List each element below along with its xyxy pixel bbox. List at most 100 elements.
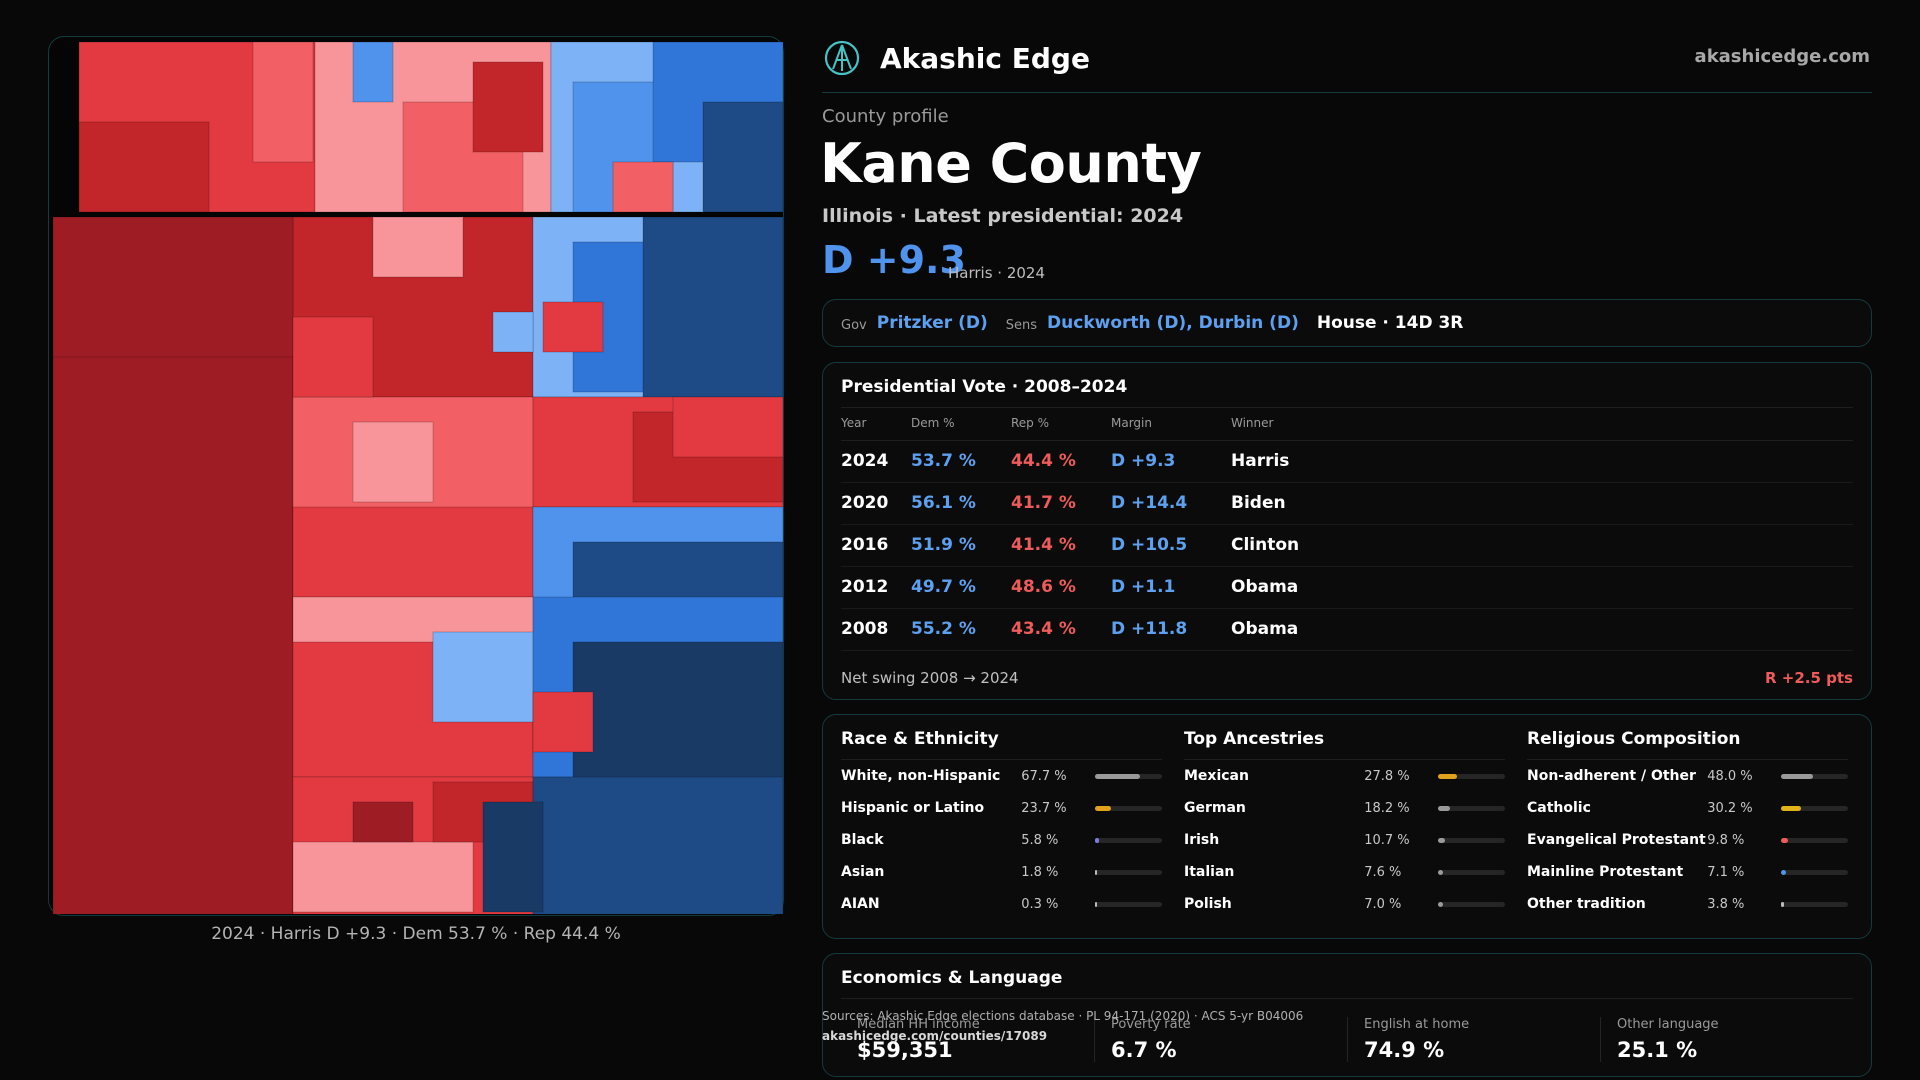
precinct-cell[interactable] xyxy=(292,316,374,398)
demographic-bar-fill xyxy=(1438,901,1443,907)
precinct-cell[interactable] xyxy=(702,101,783,213)
demographic-percent: 5.8 % xyxy=(1021,832,1059,848)
cell-margin: D +11.8 xyxy=(1111,608,1231,651)
col-margin: Margin xyxy=(1111,407,1231,441)
cell-rep: 41.7 % xyxy=(1011,482,1111,525)
cell-year: 2008 xyxy=(841,608,911,651)
demographic-row: Asian 1.8 % xyxy=(841,856,1162,888)
precinct-cell[interactable] xyxy=(572,641,783,793)
econ-label: Median HH income xyxy=(857,1017,980,1032)
precinct-cell[interactable] xyxy=(542,301,604,353)
demographic-bar-fill xyxy=(1781,837,1788,843)
demographic-row: Mexican 27.8 % xyxy=(1184,760,1505,792)
cell-margin: D +1.1 xyxy=(1111,566,1231,609)
econ-value: 25.1 % xyxy=(1616,1038,1698,1062)
precinct-cell[interactable] xyxy=(292,506,534,608)
precinct-cell[interactable] xyxy=(532,776,783,914)
demographic-row: Black 5.8 % xyxy=(841,824,1162,856)
demographic-label: Non-adherent / Other xyxy=(1527,768,1696,784)
cell-winner: Obama xyxy=(1231,566,1853,609)
cell-rep: 48.6 % xyxy=(1011,566,1111,609)
demographic-bar-track xyxy=(1438,901,1505,907)
table-row[interactable]: 2016 51.9 % 41.4 % D +10.5 Clinton xyxy=(841,524,1853,567)
demographic-bar-track xyxy=(1781,805,1848,811)
table-row[interactable]: 2008 55.2 % 43.4 % D +11.8 Obama xyxy=(841,608,1853,651)
econ-english-home: English at home 74.9 % xyxy=(1346,1017,1600,1062)
precinct-cell[interactable] xyxy=(53,216,294,358)
demographic-label: Italian xyxy=(1184,864,1235,880)
cell-dem: 53.7 % xyxy=(911,440,1011,483)
precinct-cell[interactable] xyxy=(612,161,674,213)
demographic-bar-track xyxy=(1781,773,1848,779)
cell-rep: 43.4 % xyxy=(1011,608,1111,651)
demographic-row: AIAN 0.3 % xyxy=(841,888,1162,920)
precinct-cell[interactable] xyxy=(252,42,314,163)
econ-poverty-rate: Poverty rate 6.7 % xyxy=(1093,1017,1347,1062)
precinct-cell[interactable] xyxy=(642,216,783,418)
demographic-bar-track xyxy=(1095,773,1162,779)
demographic-row: German 18.2 % xyxy=(1184,792,1505,824)
brand-name: Akashic Edge xyxy=(880,41,1090,75)
demographic-row: Italian 7.6 % xyxy=(1184,856,1505,888)
precinct-cell[interactable] xyxy=(492,311,534,353)
governor-link[interactable]: Pritzker (D) xyxy=(876,313,988,333)
demographic-bar-track xyxy=(1781,869,1848,875)
demographic-bar-track xyxy=(1438,773,1505,779)
economics-card: Economics & Language Median HH income $5… xyxy=(822,953,1872,1077)
presidential-table: Year Dem % Rep % Margin Winner 2024 53.7… xyxy=(841,407,1853,651)
econ-median-income: Median HH income $59,351 xyxy=(841,1017,1094,1062)
econ-label: Poverty rate xyxy=(1110,1017,1191,1032)
sens-label: Sens xyxy=(1005,317,1038,333)
demographic-row: Evangelical Protestant 9.8 % xyxy=(1527,824,1848,856)
precinct-cell[interactable] xyxy=(472,61,544,153)
senators-link[interactable]: Duckworth (D), Durbin (D) xyxy=(1047,313,1299,333)
demographic-bar-track xyxy=(1095,805,1162,811)
presidential-vote-card: Presidential Vote · 2008–2024 Year Dem %… xyxy=(822,362,1872,700)
table-row[interactable]: 2012 49.7 % 48.6 % D +1.1 Obama xyxy=(841,566,1853,609)
precinct-cell[interactable] xyxy=(372,216,464,278)
demographic-bar-fill xyxy=(1781,773,1814,779)
demographic-label: Asian xyxy=(841,864,885,880)
demographic-bar-fill xyxy=(1781,805,1802,811)
demographic-percent: 1.8 % xyxy=(1021,864,1059,880)
precinct-map[interactable] xyxy=(53,42,783,914)
precinct-cell[interactable] xyxy=(292,841,474,913)
demographic-bar-track xyxy=(1095,901,1162,907)
map-caption: 2024 · Harris D +9.3 · Dem 53.7 % · Rep … xyxy=(211,924,621,944)
demographic-bar-track xyxy=(1095,869,1162,875)
precinct-cell[interactable] xyxy=(352,421,434,503)
precinct-cell[interactable] xyxy=(672,396,783,458)
cell-winner: Harris xyxy=(1231,440,1853,483)
demographic-percent: 30.2 % xyxy=(1707,800,1753,816)
headline-margin: D +9.3 xyxy=(822,238,966,282)
page-title: Kane County xyxy=(820,132,1202,195)
demographic-label: German xyxy=(1184,800,1246,816)
table-row[interactable]: 2020 56.1 % 41.7 % D +14.4 Biden xyxy=(841,482,1853,525)
demographic-percent: 10.7 % xyxy=(1364,832,1410,848)
demographic-bar-fill xyxy=(1095,901,1098,907)
net-swing-row: Net swing 2008 → 2024 R +2.5 pts xyxy=(841,669,1853,687)
cell-winner: Biden xyxy=(1231,482,1853,525)
precinct-cell[interactable] xyxy=(532,691,594,753)
econ-value: 74.9 % xyxy=(1363,1038,1445,1062)
sources-url-link[interactable]: akashicedge.com/counties/17089 xyxy=(822,1029,1048,1043)
precinct-cell[interactable] xyxy=(352,801,414,843)
cell-winner: Obama xyxy=(1231,608,1853,651)
demographic-percent: 9.8 % xyxy=(1707,832,1745,848)
brand-url-link[interactable]: akashicedge.com xyxy=(1694,46,1870,67)
demographic-percent: 27.8 % xyxy=(1364,768,1410,784)
table-row[interactable]: 2024 53.7 % 44.4 % D +9.3 Harris xyxy=(841,440,1853,483)
brand-header: Akashic Edge xyxy=(822,38,1090,78)
precinct-cell[interactable] xyxy=(352,42,394,103)
precinct-cell[interactable] xyxy=(78,121,210,213)
table-header-row: Year Dem % Rep % Margin Winner xyxy=(841,407,1853,441)
precinct-cell[interactable] xyxy=(432,631,534,723)
cell-rep: 44.4 % xyxy=(1011,440,1111,483)
precinct-cell[interactable] xyxy=(482,801,544,913)
demographic-label: Catholic xyxy=(1527,800,1591,816)
demographic-label: Evangelical Protestant xyxy=(1527,832,1706,848)
cell-year: 2016 xyxy=(841,524,911,567)
cell-margin: D +14.4 xyxy=(1111,482,1231,525)
map-precincts xyxy=(53,42,783,914)
presidential-title: Presidential Vote · 2008–2024 xyxy=(841,377,1128,397)
